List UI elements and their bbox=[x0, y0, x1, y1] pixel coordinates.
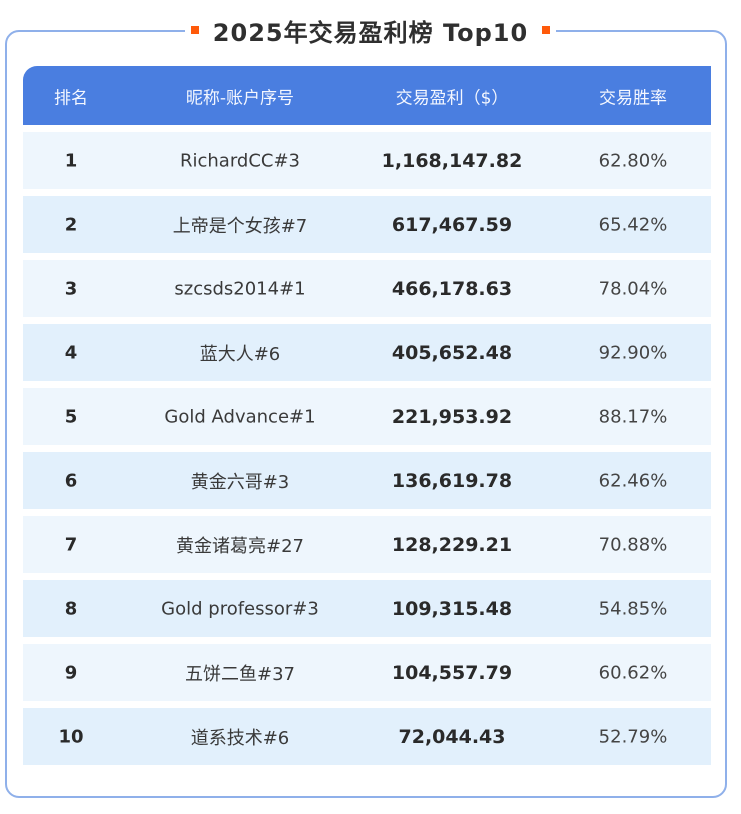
rank-cell: 10 bbox=[58, 726, 84, 747]
nickname-cell: szcsds2014#1 bbox=[174, 278, 306, 299]
orange-square-left-icon bbox=[190, 26, 199, 34]
profit-cell: 617,467.59 bbox=[391, 213, 513, 236]
title-group: 2025年交易盈利榜 Top10 bbox=[184, 12, 557, 48]
win-rate-cell: 78.04% bbox=[598, 278, 668, 299]
profit-cell: 104,557.79 bbox=[391, 661, 513, 684]
profit-cell: 128,229.21 bbox=[391, 533, 513, 556]
win-rate-cell: 60.62% bbox=[598, 662, 668, 683]
nickname-cell: 上帝是个女孩#7 bbox=[172, 215, 308, 237]
profit-cell: 221,953.92 bbox=[391, 405, 513, 428]
table-body: 1 RichardCC#3 1,168,147.82 62.80% 2 上帝是个… bbox=[23, 132, 711, 765]
rank-cell: 8 bbox=[64, 598, 78, 619]
nickname-cell: 蓝大人#6 bbox=[199, 343, 281, 365]
table-row: 7 黄金诸葛亮#27 128,229.21 70.88% bbox=[23, 516, 711, 573]
win-rate-cell: 62.46% bbox=[598, 470, 668, 491]
win-rate-cell: 65.42% bbox=[598, 214, 668, 235]
table-row: 5 Gold Advance#1 221,953.92 88.17% bbox=[23, 388, 711, 445]
table-row: 9 五饼二鱼#37 104,557.79 60.62% bbox=[23, 644, 711, 701]
rank-cell: 2 bbox=[64, 214, 78, 235]
profit-cell: 1,168,147.82 bbox=[381, 149, 523, 172]
nickname-cell: Gold Advance#1 bbox=[164, 406, 316, 427]
win-rate-cell: 92.90% bbox=[598, 342, 668, 363]
nickname-cell: RichardCC#3 bbox=[179, 150, 301, 171]
table-header: 排名 昵称-账户序号 交易盈利（$） 交易胜率 bbox=[23, 66, 711, 125]
leaderboard-table: 排名 昵称-账户序号 交易盈利（$） 交易胜率 1 RichardCC#3 1,… bbox=[23, 66, 711, 772]
nickname-cell: 道系技术#6 bbox=[190, 727, 290, 749]
rank-cell: 9 bbox=[64, 662, 78, 683]
header-rank: 排名 bbox=[54, 88, 88, 108]
table-row: 8 Gold professor#3 109,315.48 54.85% bbox=[23, 580, 711, 637]
header-win-rate: 交易胜率 bbox=[599, 88, 667, 108]
win-rate-cell: 88.17% bbox=[598, 406, 668, 427]
table-row: 2 上帝是个女孩#7 617,467.59 65.42% bbox=[23, 196, 711, 253]
nickname-cell: 黄金诸葛亮#27 bbox=[176, 535, 304, 557]
profit-cell: 72,044.43 bbox=[398, 725, 506, 748]
nickname-cell: 黄金六哥#3 bbox=[190, 471, 290, 493]
page-title: 2025年交易盈利榜 Top10 bbox=[212, 18, 529, 47]
nickname-cell: 五饼二鱼#37 bbox=[185, 663, 295, 685]
table-row: 1 RichardCC#3 1,168,147.82 62.80% bbox=[23, 132, 711, 189]
rank-cell: 1 bbox=[64, 150, 78, 171]
rank-cell: 4 bbox=[64, 342, 78, 363]
table-row: 10 道系技术#6 72,044.43 52.79% bbox=[23, 708, 711, 765]
profit-cell: 466,178.63 bbox=[391, 277, 513, 300]
table-row: 6 黄金六哥#3 136,619.78 62.46% bbox=[23, 452, 711, 509]
rank-cell: 5 bbox=[64, 406, 78, 427]
win-rate-cell: 54.85% bbox=[598, 598, 668, 619]
table-row: 4 蓝大人#6 405,652.48 92.90% bbox=[23, 324, 711, 381]
rank-cell: 3 bbox=[64, 278, 78, 299]
title-bar: 2025年交易盈利榜 Top10 bbox=[0, 12, 741, 48]
profit-cell: 136,619.78 bbox=[391, 469, 513, 492]
win-rate-cell: 52.79% bbox=[598, 726, 668, 747]
orange-square-right-icon bbox=[542, 26, 551, 34]
header-nickname: 昵称-账户序号 bbox=[185, 88, 295, 108]
win-rate-cell: 62.80% bbox=[598, 150, 668, 171]
rank-cell: 7 bbox=[64, 534, 78, 555]
nickname-cell: Gold professor#3 bbox=[161, 598, 319, 619]
profit-cell: 109,315.48 bbox=[391, 597, 513, 620]
rank-cell: 6 bbox=[64, 470, 78, 491]
table-row: 3 szcsds2014#1 466,178.63 78.04% bbox=[23, 260, 711, 317]
win-rate-cell: 70.88% bbox=[598, 534, 668, 555]
profit-cell: 405,652.48 bbox=[391, 341, 513, 364]
header-profit: 交易盈利（$） bbox=[395, 88, 509, 108]
